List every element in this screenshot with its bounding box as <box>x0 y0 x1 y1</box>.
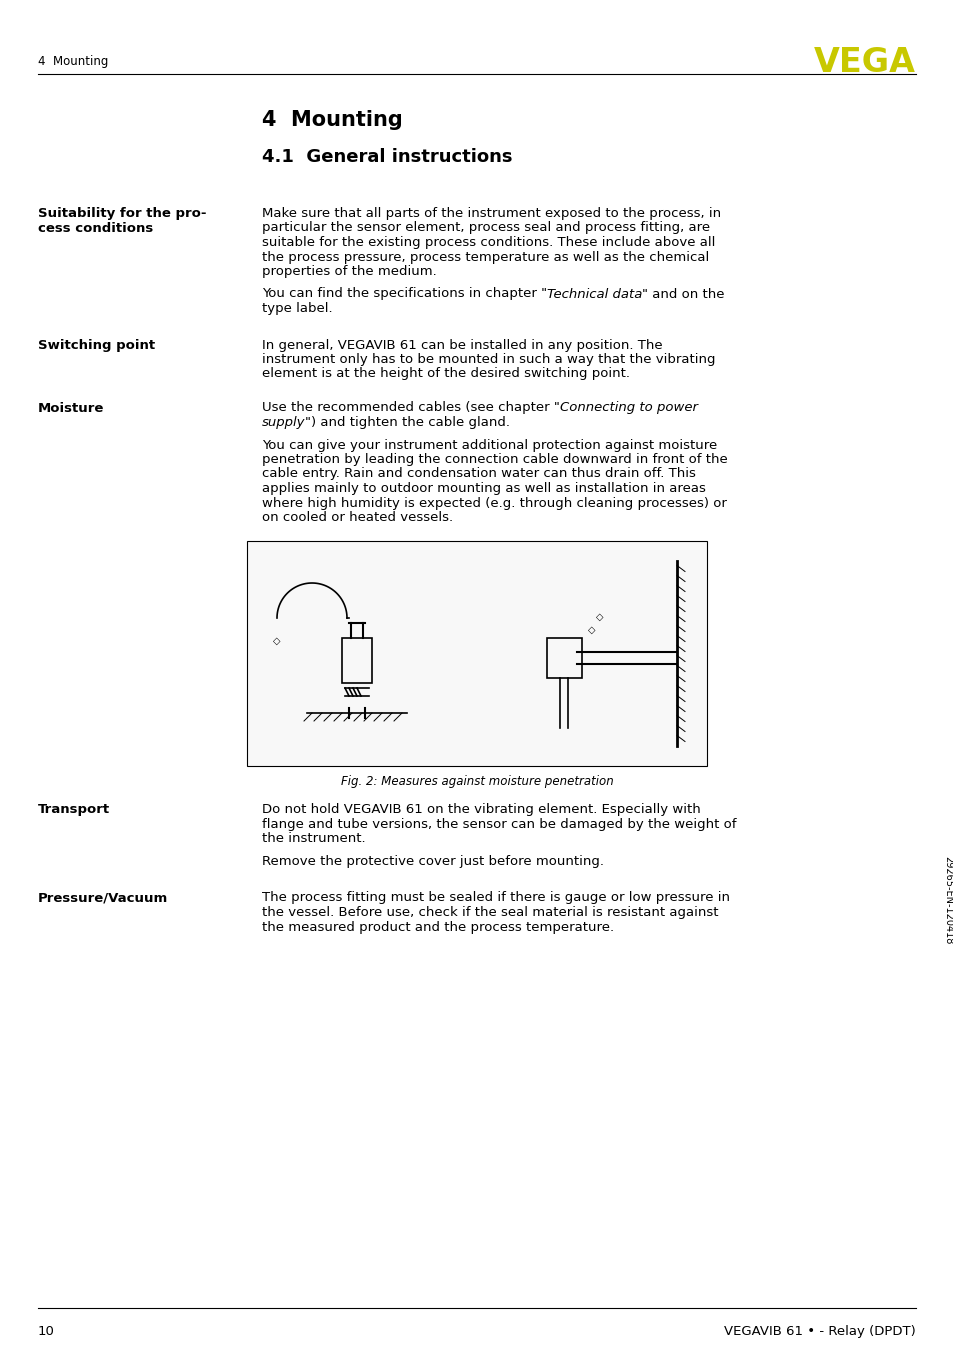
Text: 4  Mounting: 4 Mounting <box>38 56 109 69</box>
Text: Use the recommended cables (see chapter ": Use the recommended cables (see chapter … <box>262 402 559 414</box>
Text: element is at the height of the desired switching point.: element is at the height of the desired … <box>262 367 629 380</box>
Bar <box>247 540 706 765</box>
Bar <box>341 638 372 682</box>
Text: Suitability for the pro-: Suitability for the pro- <box>38 207 206 219</box>
Text: Transport: Transport <box>38 803 110 816</box>
Text: cable entry. Rain and condensation water can thus drain off. This: cable entry. Rain and condensation water… <box>262 467 695 481</box>
Text: You can find the specifications in chapter ": You can find the specifications in chapt… <box>262 287 547 301</box>
Text: Connecting to power: Connecting to power <box>559 402 698 414</box>
Text: supply: supply <box>262 416 305 429</box>
Text: the vessel. Before use, check if the seal material is resistant against: the vessel. Before use, check if the sea… <box>262 906 718 919</box>
Text: cess conditions: cess conditions <box>38 222 153 234</box>
Text: on cooled or heated vessels.: on cooled or heated vessels. <box>262 510 453 524</box>
Text: Pressure/Vacuum: Pressure/Vacuum <box>38 891 168 904</box>
Text: flange and tube versions, the sensor can be damaged by the weight of: flange and tube versions, the sensor can… <box>262 818 736 831</box>
Text: type label.: type label. <box>262 302 333 315</box>
Text: Moisture: Moisture <box>38 402 104 414</box>
Text: 4.1  General instructions: 4.1 General instructions <box>262 148 512 167</box>
Text: Switching point: Switching point <box>38 338 155 352</box>
Text: " and on the: " and on the <box>641 287 724 301</box>
Text: penetration by leading the connection cable downward in front of the: penetration by leading the connection ca… <box>262 454 727 466</box>
Text: Fig. 2: Measures against moisture penetration: Fig. 2: Measures against moisture penetr… <box>340 776 613 788</box>
Bar <box>546 638 581 678</box>
Text: ") and tighten the cable gland.: ") and tighten the cable gland. <box>305 416 510 429</box>
Text: You can give your instrument additional protection against moisture: You can give your instrument additional … <box>262 439 717 451</box>
Text: ◇: ◇ <box>273 636 280 646</box>
Text: the process pressure, process temperature as well as the chemical: the process pressure, process temperatur… <box>262 250 708 264</box>
Text: 29265-EN-120418: 29265-EN-120418 <box>942 856 952 944</box>
Text: VEGA: VEGA <box>813 46 915 79</box>
Text: the instrument.: the instrument. <box>262 833 365 845</box>
Text: instrument only has to be mounted in such a way that the vibrating: instrument only has to be mounted in suc… <box>262 353 715 366</box>
Text: ◇: ◇ <box>596 612 603 621</box>
Text: In general, VEGAVIB 61 can be installed in any position. The: In general, VEGAVIB 61 can be installed … <box>262 338 662 352</box>
Text: Do not hold VEGAVIB 61 on the vibrating element. Especially with: Do not hold VEGAVIB 61 on the vibrating … <box>262 803 700 816</box>
Text: particular the sensor element, process seal and process fitting, are: particular the sensor element, process s… <box>262 222 709 234</box>
Text: 4  Mounting: 4 Mounting <box>262 110 402 130</box>
Text: The process fitting must be sealed if there is gauge or low pressure in: The process fitting must be sealed if th… <box>262 891 729 904</box>
Text: ◇: ◇ <box>588 626 595 635</box>
Text: properties of the medium.: properties of the medium. <box>262 265 436 278</box>
Text: the measured product and the process temperature.: the measured product and the process tem… <box>262 921 614 933</box>
Text: Technical data: Technical data <box>547 287 641 301</box>
Text: suitable for the existing process conditions. These include above all: suitable for the existing process condit… <box>262 236 715 249</box>
Text: 10: 10 <box>38 1326 55 1338</box>
Text: VEGAVIB 61 • - Relay (DPDT): VEGAVIB 61 • - Relay (DPDT) <box>723 1326 915 1338</box>
Text: Remove the protective cover just before mounting.: Remove the protective cover just before … <box>262 854 603 868</box>
Text: applies mainly to outdoor mounting as well as installation in areas: applies mainly to outdoor mounting as we… <box>262 482 705 496</box>
Text: Make sure that all parts of the instrument exposed to the process, in: Make sure that all parts of the instrume… <box>262 207 720 219</box>
Text: where high humidity is expected (e.g. through cleaning processes) or: where high humidity is expected (e.g. th… <box>262 497 726 509</box>
